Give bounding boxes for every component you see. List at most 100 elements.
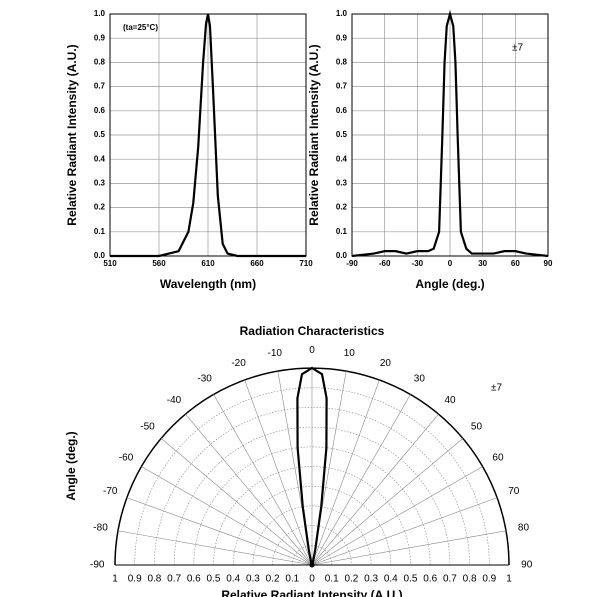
y-tick-label: 0.0: [94, 251, 106, 260]
x-tick-label: 0.2: [266, 574, 280, 585]
y-tick-label: 0.7: [336, 82, 348, 91]
grid-ray: [311, 530, 507, 566]
y-tick-label: 1.0: [94, 9, 106, 18]
x-tick-label: 0.7: [443, 574, 457, 585]
data-line: [110, 13, 306, 258]
y-tick-label: 0.1: [94, 227, 106, 236]
grid-ray: [311, 379, 380, 566]
grid-circle: [193, 446, 431, 566]
angle-tick-label: -10: [267, 348, 282, 359]
x-tick-label: 0.9: [128, 574, 142, 585]
grid-ray: [141, 466, 313, 566]
grid-ray: [311, 438, 464, 566]
y-tick-label: 0.7: [94, 82, 106, 91]
x-axis-label: Relative Radiant Intensity (A.U.): [221, 588, 402, 597]
angle-tick-label: -80: [93, 522, 108, 533]
annotation: (ta=25°C): [123, 23, 158, 32]
angle-tick-label: 50: [471, 422, 483, 433]
y-tick-label: 0.4: [336, 154, 348, 163]
x-tick-label: 0.4: [384, 574, 398, 585]
x-tick-label: 0.6: [423, 574, 437, 585]
y-tick-label: 0.0: [336, 251, 348, 260]
x-axis-label: Angle (deg.): [415, 277, 484, 291]
annotation: ±7: [491, 383, 502, 394]
grid-ray: [213, 394, 313, 566]
x-tick-label: 0: [448, 259, 453, 268]
angle-tick-label: 80: [518, 522, 530, 533]
angle-tick-label: 30: [414, 374, 426, 385]
x-tick-label: 510: [103, 259, 117, 268]
grid-ray: [311, 413, 439, 566]
angle-tick-label: -60: [119, 452, 134, 463]
x-tick-label: -60: [379, 259, 391, 268]
grid-ray: [311, 394, 411, 566]
x-tick-label: -30: [412, 259, 424, 268]
angle-tick-label: 0: [309, 345, 315, 356]
grid-ray: [126, 497, 313, 566]
x-tick-label: 1: [506, 574, 512, 585]
y-tick-label: 0.8: [94, 58, 106, 67]
x-tick-label: 660: [250, 259, 264, 268]
center-dot: [309, 562, 315, 568]
grid-ray: [244, 379, 313, 566]
grid-ray: [160, 438, 313, 566]
grid-ray: [185, 413, 313, 566]
angle-tick-label: 40: [444, 395, 456, 406]
x-tick-label: 0.5: [404, 574, 418, 585]
x-tick-label: 0.8: [147, 574, 161, 585]
annotation: ±7: [512, 43, 523, 54]
angle-tick-label: 60: [492, 452, 504, 463]
chart-title: Radiation Characteristics: [240, 324, 385, 338]
x-tick-label: 710: [299, 259, 313, 268]
x-tick-label: 0.3: [246, 574, 260, 585]
y-tick-label: 0.5: [94, 130, 106, 139]
angle-tick-label: 90: [521, 560, 533, 571]
angle-tick-label: 20: [380, 358, 392, 369]
y-tick-label: 1.0: [336, 9, 348, 18]
x-tick-label: 0.7: [167, 574, 181, 585]
grid-circle: [134, 387, 490, 566]
x-tick-label: 0.4: [226, 574, 240, 585]
x-tick-label: 0.1: [325, 574, 339, 585]
x-tick-label: 0.5: [207, 574, 221, 585]
x-axis-label: Wavelength (nm): [160, 277, 256, 291]
data-line: [296, 366, 328, 566]
y-tick-label: 0.8: [336, 58, 348, 67]
grid-circle: [272, 525, 352, 566]
x-tick-label: 610: [201, 259, 215, 268]
y-tick-label: 0.6: [336, 106, 348, 115]
y-tick-label: 0.9: [336, 33, 348, 42]
y-tick-label: 0.9: [94, 33, 106, 42]
y-axis-label: Relative Radiant Intensity (A.U.): [307, 44, 321, 225]
x-tick-label: 30: [478, 259, 487, 268]
angle-tick-label: -20: [231, 358, 246, 369]
y-tick-label: 0.4: [94, 154, 106, 163]
y-tick-label: 0.2: [336, 203, 348, 212]
x-tick-label: 90: [544, 259, 553, 268]
y-tick-label: 0.1: [336, 227, 348, 236]
angle-tick-label: -40: [167, 395, 182, 406]
grid-ray: [311, 466, 483, 566]
grid-ray: [311, 497, 498, 566]
y-tick-label: 0.5: [336, 130, 348, 139]
x-tick-label: 1: [112, 574, 118, 585]
grid-ray: [117, 530, 313, 566]
y-tick-label: 0.3: [94, 179, 106, 188]
y-tick-label: 0.6: [94, 106, 106, 115]
angle-tick-label: 70: [508, 486, 520, 497]
x-tick-label: 0.6: [187, 574, 201, 585]
angle-tick-label: -70: [103, 486, 118, 497]
x-tick-label: 0.9: [482, 574, 496, 585]
x-tick-label: 60: [511, 259, 520, 268]
x-tick-label: 0.3: [364, 574, 378, 585]
y-tick-label: 0.2: [94, 203, 106, 212]
angle-tick-label: 10: [344, 348, 356, 359]
angle-tick-label: -30: [197, 374, 212, 385]
x-tick-label: 0.1: [285, 574, 299, 585]
x-tick-label: 560: [152, 259, 166, 268]
angle-tick-label: -90: [90, 560, 105, 571]
y-tick-label: 0.3: [336, 179, 348, 188]
x-tick-label: 0: [309, 574, 315, 585]
x-tick-label: 0.2: [344, 574, 358, 585]
